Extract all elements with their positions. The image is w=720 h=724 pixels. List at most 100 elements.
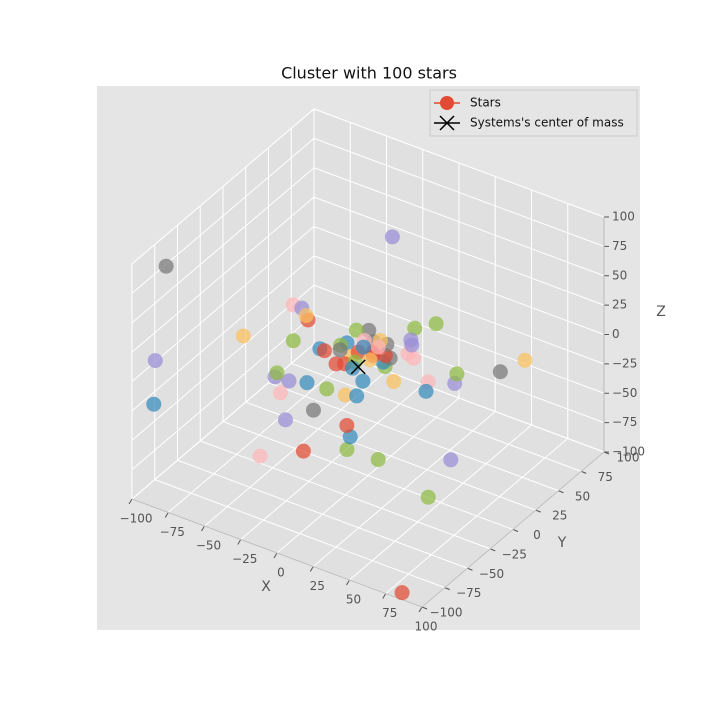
star-point [517, 352, 533, 368]
tick-mark [382, 593, 387, 599]
grid-line [131, 226, 315, 382]
star-point [146, 396, 162, 412]
grid-line [313, 167, 605, 277]
plot-area: −100−75−50−250255075100−100−75−50−250255… [120, 107, 666, 634]
star-point [298, 308, 314, 324]
star-point [337, 387, 353, 403]
star-point [277, 412, 293, 428]
z-tick-label: 25 [612, 298, 627, 312]
star-point [370, 339, 386, 355]
star-point [420, 489, 436, 505]
star-point [394, 585, 410, 601]
star-point [339, 442, 355, 458]
z-tick-label: 100 [612, 210, 635, 224]
star-point [319, 381, 335, 397]
star-point [449, 366, 465, 382]
star-point [370, 452, 386, 468]
star-point [384, 229, 400, 245]
z-tick-label: 50 [612, 268, 627, 282]
star-point [418, 383, 434, 399]
y-tick-label: −50 [479, 567, 504, 581]
x-tick-label: 75 [382, 606, 397, 620]
grid-line [313, 137, 605, 247]
star-point [406, 350, 422, 366]
tick-mark [421, 606, 428, 610]
y-tick-label: 50 [575, 489, 590, 503]
grid-line [291, 362, 582, 472]
chart-title: Cluster with 100 stars [281, 64, 457, 83]
tick-mark [535, 509, 541, 513]
star-point [428, 316, 444, 332]
grid-line [131, 314, 315, 471]
tick-mark [512, 529, 519, 532]
star-point [252, 448, 268, 464]
star-point [348, 322, 364, 338]
grid-line [222, 421, 514, 530]
y-tick-label: −100 [430, 606, 463, 620]
tick-mark [467, 567, 473, 571]
legend: Stars Systems's center of mass [429, 89, 638, 137]
tick-mark [201, 525, 205, 532]
tick-mark [273, 552, 278, 559]
star-point [147, 353, 163, 369]
legend-label: Stars [470, 96, 501, 110]
x-tick-label: −75 [160, 525, 185, 539]
star-point [362, 352, 378, 368]
grid-line [131, 284, 315, 441]
z-tick-label: 0 [612, 327, 620, 341]
star-point [355, 339, 371, 355]
center-of-mass-marker [350, 359, 366, 375]
grid-line [268, 382, 559, 492]
grid-line [177, 459, 468, 569]
star-point [305, 402, 321, 418]
y-tick-label: −75 [456, 586, 481, 600]
tick-mark [444, 587, 450, 591]
tick-mark [128, 498, 133, 505]
x-tick-label: −25 [232, 552, 257, 566]
star-point [492, 364, 508, 380]
grid-line [313, 284, 605, 394]
z-tick-label: −100 [612, 445, 645, 459]
grid-line [313, 196, 605, 306]
x-tick-label: −100 [120, 512, 153, 526]
tick-mark [418, 606, 423, 613]
legend-marker [440, 96, 454, 110]
y-tick-label: 75 [598, 470, 613, 484]
z-tick-label: −50 [612, 386, 637, 400]
star-point [332, 342, 348, 358]
star-point [158, 258, 174, 274]
y-tick-label: 100 [617, 451, 640, 465]
grid-line [131, 167, 315, 324]
tick-mark [164, 512, 169, 518]
y-tick-label: −25 [502, 547, 527, 561]
star-point [355, 373, 371, 389]
grid-line [313, 108, 605, 218]
x-tick-label: 0 [277, 566, 285, 580]
tick-mark [237, 539, 242, 545]
star-point [386, 374, 402, 390]
grid-line [154, 479, 445, 589]
star-point [349, 388, 365, 404]
tick-mark [346, 579, 350, 586]
star-point [339, 417, 355, 433]
x-axis-label: X [261, 579, 271, 595]
grid-line [245, 401, 536, 511]
star-point [295, 443, 311, 459]
tick-mark [558, 490, 564, 494]
y-axis-label: Y [557, 535, 567, 551]
grid-line [131, 108, 315, 265]
star-point [443, 452, 459, 468]
grid-line [131, 196, 315, 353]
grid-line [313, 226, 605, 335]
grid-line [131, 255, 315, 412]
star-point [404, 337, 420, 353]
legend-marker [439, 115, 455, 131]
legend-label: Systems's center of mass [470, 116, 624, 130]
axis-line [421, 451, 605, 608]
tick-mark [581, 470, 587, 474]
z-axis-label: Z [656, 304, 666, 320]
z-tick-label: 75 [612, 239, 627, 253]
legend-box [429, 89, 638, 137]
tick-mark [490, 548, 496, 552]
